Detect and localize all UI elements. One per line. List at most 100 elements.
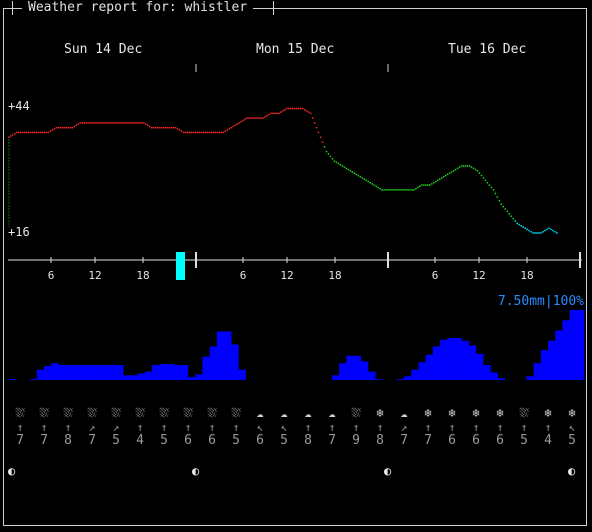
wind-speed: 6 (256, 433, 264, 448)
temp-point-48-2 (393, 189, 395, 191)
temp-point-51-3 (419, 185, 421, 188)
temp-point-21-2 (178, 129, 181, 131)
temp-point-64-3 (522, 226, 524, 228)
wind-speed: 5 (232, 433, 240, 448)
day-label-3: Tue 16 Dec (448, 42, 527, 57)
precip-bar-68 (497, 378, 506, 380)
temp-point-40 (325, 150, 328, 153)
temp-point-66-2 (536, 232, 538, 234)
temp-point-16-3 (141, 122, 143, 124)
temp-min-label: +16 (8, 225, 30, 239)
wind-speed: 4 (136, 433, 144, 448)
temp-point-24-3 (204, 131, 207, 134)
temp-point-57-1 (462, 165, 465, 167)
wind-speed: 6 (208, 433, 216, 448)
temp-point-25-2 (210, 131, 213, 134)
temp-point-68-2 (552, 229, 554, 232)
temp-point-3-2 (35, 131, 38, 134)
wind-speed: 4 (544, 433, 552, 448)
temp-point-23-1 (192, 131, 195, 134)
precip-bar-4 (36, 369, 45, 380)
temp-point-43-2 (353, 172, 356, 174)
cloud-rain-icon: ⛆ (39, 406, 49, 420)
wind-direction-arrow-icon: ↑ (328, 421, 336, 434)
precip-bar-25 (188, 377, 196, 380)
temp-point-56-1 (454, 168, 457, 171)
cloud-icon: ☁ (400, 406, 408, 420)
temp-point-10-3 (93, 122, 95, 124)
wind-direction-arrow-icon: ↗ (400, 421, 408, 434)
wind-direction-arrow-icon: ↑ (232, 421, 240, 434)
temp-point-33-3 (276, 112, 278, 115)
temp-point-69 (556, 232, 558, 234)
temp-point-22-1 (184, 131, 187, 134)
precip-bar-76 (555, 330, 563, 380)
temp-point-38-1 (311, 117, 314, 119)
precip-bar-11 (87, 365, 95, 380)
wind-speed: 5 (280, 433, 288, 448)
temp-point-17-3 (149, 125, 151, 128)
temp-point-55-1 (446, 173, 449, 176)
temp-point-14 (119, 122, 121, 124)
temp-point-9-2 (83, 122, 85, 124)
cloud-rain-icon: ⛆ (87, 406, 97, 420)
temp-point-4-3 (45, 131, 48, 134)
temp-point-21 (174, 126, 177, 129)
temp-point-44-1 (359, 175, 362, 178)
wind-speed: 5 (160, 433, 168, 448)
temp-point-61 (492, 189, 495, 191)
temp-point-29-3 (244, 118, 246, 121)
temp-point-1-1 (17, 131, 20, 134)
wind-speed: 8 (64, 433, 72, 448)
temp-point-22 (182, 131, 185, 134)
temp-point-9-3 (85, 122, 87, 124)
temp-point-40-3 (331, 158, 334, 160)
moon-phase-icon: ◐ (384, 464, 392, 478)
temp-point-20-2 (170, 126, 173, 129)
temp-point-20 (166, 126, 169, 129)
wind-direction-arrow-icon: ↖ (568, 421, 576, 434)
moon-phase-icon: ◐ (8, 464, 16, 478)
temp-point-29-2 (242, 119, 244, 122)
wind-direction-arrow-icon: ↖ (280, 421, 288, 434)
temp-point-60 (484, 179, 487, 182)
temp-point-40-1 (327, 153, 330, 155)
precip-bar-13 (101, 365, 110, 380)
temp-point-35-2 (290, 107, 292, 110)
temp-point-52-2 (425, 184, 427, 186)
cloud-rain-icon: ⛆ (159, 406, 169, 420)
temp-point-36 (294, 107, 296, 110)
temp-point-31-2 (258, 117, 260, 119)
temp-point-34-1 (280, 111, 282, 113)
precip-bar-7 (58, 365, 66, 380)
temp-point-33-2 (274, 112, 276, 115)
temp-point-61-1 (494, 192, 497, 195)
temp-point-20-3 (172, 126, 175, 129)
hour-label-6: 6 (432, 269, 439, 282)
precip-bar-5 (44, 366, 52, 380)
snow-icon: ❄ (376, 406, 384, 420)
temp-point-21-3 (180, 130, 183, 133)
hour-label-8: 18 (520, 269, 533, 282)
precip-bar-28 (209, 346, 218, 380)
temp-point-0-3 (13, 132, 16, 135)
temp-point-43-1 (351, 171, 354, 173)
temp-point-60-2 (488, 184, 491, 186)
wind-speed: 8 (376, 433, 384, 448)
temp-point-58-2 (472, 167, 475, 170)
temp-point-12-2 (107, 122, 109, 124)
temp-point-12 (103, 122, 105, 124)
temp-point-65-3 (530, 231, 532, 233)
temp-point-30-1 (248, 117, 250, 119)
temp-point-46 (373, 184, 375, 186)
temp-point-3-3 (37, 131, 40, 134)
temp-point-26-1 (216, 131, 219, 134)
cloud-icon: ☁ (328, 406, 336, 420)
temp-point-43-3 (355, 173, 358, 176)
temp-point-17-2 (147, 124, 149, 127)
temp-point-58 (468, 165, 471, 167)
temp-point-47-3 (387, 189, 389, 191)
hour-label-7: 12 (472, 269, 485, 282)
title-bracket-right (273, 1, 274, 15)
precip-bar-32 (238, 369, 246, 380)
